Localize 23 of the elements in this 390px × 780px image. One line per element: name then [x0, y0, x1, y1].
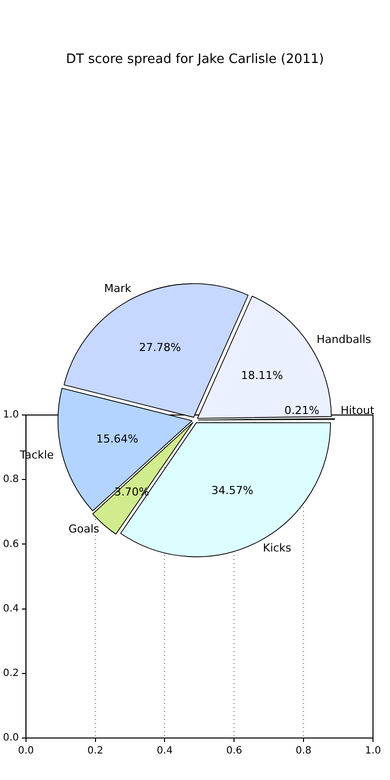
x-tick-label: 0.2	[87, 746, 104, 757]
x-tick-label: 0.0	[18, 746, 34, 757]
y-tick-label: 0.8	[2, 474, 19, 486]
data-label: 27.78%	[138, 340, 181, 354]
slice-label: Mark	[104, 282, 132, 295]
slice-label: Hitout	[340, 404, 375, 417]
data-label: 34.57%	[211, 484, 254, 497]
y-tick-label: 0.0	[2, 732, 19, 744]
data-label: 18.11%	[240, 368, 283, 382]
slice-label: Kicks	[262, 542, 292, 555]
y-tick-label: 0.2	[2, 668, 19, 679]
data-label: 0.21%	[284, 404, 320, 418]
data-label: 15.64%	[96, 432, 138, 446]
slice-label: Goals	[68, 522, 100, 536]
x-tick-label: 0.4	[156, 746, 173, 757]
y-tick-label: 0.6	[2, 538, 19, 550]
slice-label: Handballs	[316, 332, 372, 346]
x-tick-label: 1.0	[365, 746, 381, 757]
x-tick-label: 0.6	[226, 746, 242, 757]
chart-title: DT score spread for Jake Carlisle (2011)	[65, 52, 325, 67]
y-tick-label: 0.4	[2, 603, 19, 614]
x-tick-label: 0.8	[296, 746, 312, 757]
y-tick-label: 1.0	[2, 410, 19, 421]
